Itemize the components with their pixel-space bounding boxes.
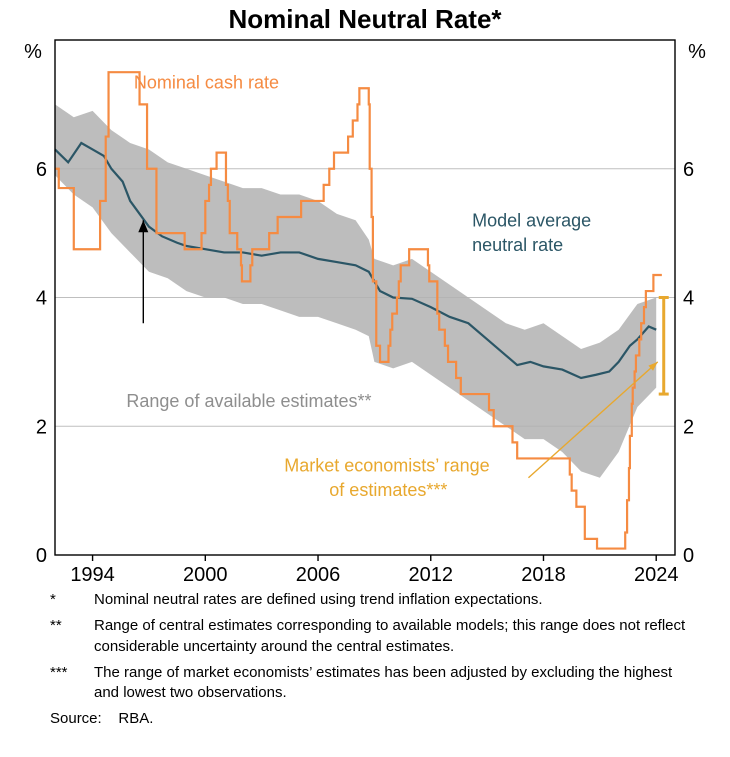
svg-text:2: 2: [683, 416, 694, 438]
svg-text:neutral rate: neutral rate: [472, 235, 563, 255]
footnote-1-symbol: *: [50, 590, 94, 610]
svg-text:2000: 2000: [183, 564, 228, 586]
svg-text:2024: 2024: [634, 564, 679, 586]
svg-text:Range of available estimates**: Range of available estimates**: [126, 391, 371, 411]
svg-text:Nominal cash rate: Nominal cash rate: [134, 72, 279, 92]
source-label: Source:: [50, 710, 102, 727]
svg-text:Model average: Model average: [472, 211, 591, 231]
svg-text:of estimates***: of estimates***: [329, 480, 447, 500]
svg-text:Market economists’ range: Market economists’ range: [284, 455, 489, 475]
chart-container: Nominal Neutral Rate* 199420002006201220…: [0, 0, 730, 757]
svg-text:6: 6: [683, 159, 694, 181]
footnote-3-symbol: ***: [50, 663, 94, 704]
svg-text:4: 4: [36, 288, 47, 310]
svg-text:%: %: [24, 41, 42, 63]
footnote-1-text: Nominal neutral rates are defined using …: [94, 590, 690, 610]
footnote-3-text: The range of market economists’ estimate…: [94, 663, 690, 704]
svg-text:2: 2: [36, 416, 47, 438]
svg-text:0: 0: [36, 545, 47, 567]
chart-svg: 19942000200620122018202400224466%%Nomina…: [0, 0, 730, 590]
svg-text:0: 0: [683, 545, 694, 567]
footnote-2-symbol: **: [50, 616, 94, 657]
svg-text:2006: 2006: [296, 564, 341, 586]
svg-text:6: 6: [36, 159, 47, 181]
footnote-2-text: Range of central estimates corresponding…: [94, 616, 690, 657]
svg-text:2018: 2018: [521, 564, 566, 586]
footnotes: * Nominal neutral rates are defined usin…: [50, 590, 690, 730]
source-value: RBA.: [118, 710, 153, 727]
svg-text:1994: 1994: [70, 564, 115, 586]
svg-text:2012: 2012: [409, 564, 454, 586]
svg-text:%: %: [688, 41, 706, 63]
svg-text:4: 4: [683, 288, 694, 310]
